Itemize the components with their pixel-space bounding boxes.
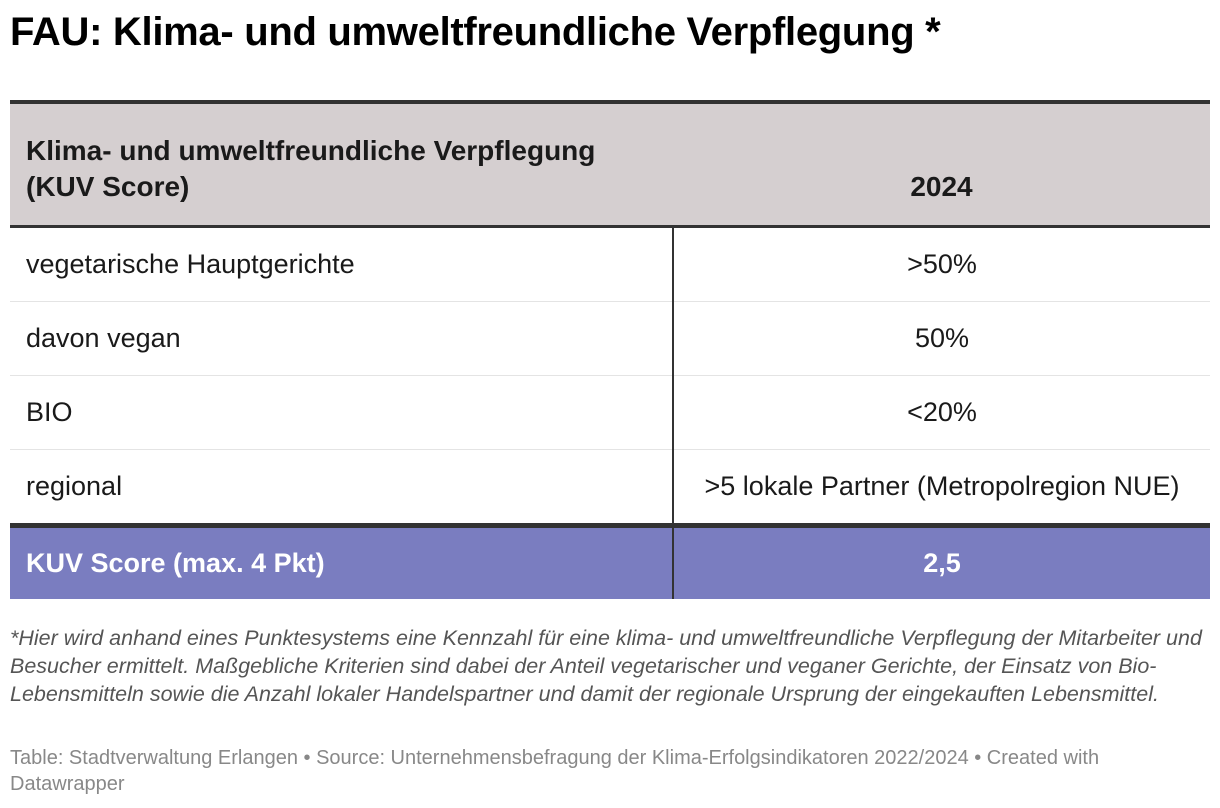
score-value: 2,5 — [672, 523, 1210, 599]
table-row: regional >5 lokale Partner (Metropolregi… — [10, 449, 1210, 526]
table-row: BIO <20% — [10, 375, 1210, 450]
row-value: <20% — [672, 375, 1210, 450]
table-body: vegetarische Hauptgerichte >50% davon ve… — [10, 226, 1210, 526]
kuv-table-container: Klima- und umweltfreundliche Verpflegung… — [10, 100, 1210, 599]
header-criteria-line1: Klima- und umweltfreundliche Verpflegung — [26, 135, 596, 166]
row-value: >50% — [672, 226, 1210, 302]
header-row: Klima- und umweltfreundliche Verpflegung… — [10, 100, 1210, 228]
table-row: vegetarische Hauptgerichte >50% — [10, 226, 1210, 302]
footnote: *Hier wird anhand eines Punktesystems ei… — [10, 626, 1202, 706]
score-label: KUV Score (max. 4 Pkt) — [10, 523, 673, 599]
header-criteria-line2: (KUV Score) — [26, 171, 190, 202]
page-title: FAU: Klima- und umweltfreundliche Verpfl… — [10, 10, 941, 54]
table-footer: KUV Score (max. 4 Pkt) 2,5 — [10, 523, 1210, 599]
row-value: 50% — [672, 301, 1210, 376]
row-label: davon vegan — [10, 301, 673, 376]
row-label: BIO — [10, 375, 673, 450]
header-criteria: Klima- und umweltfreundliche Verpflegung… — [10, 100, 673, 228]
table-row: davon vegan 50% — [10, 301, 1210, 376]
row-value: >5 lokale Partner (Metropolregion NUE) — [672, 449, 1210, 526]
row-label: vegetarische Hauptgerichte — [10, 226, 673, 302]
header-year: 2024 — [673, 100, 1210, 228]
score-row: KUV Score (max. 4 Pkt) 2,5 — [10, 523, 1210, 599]
source-credit: Table: Stadtverwaltung Erlangen • Source… — [10, 747, 1100, 795]
row-label: regional — [26, 471, 123, 501]
table-header: Klima- und umweltfreundliche Verpflegung… — [10, 100, 1210, 228]
kuv-table: Klima- und umweltfreundliche Verpflegung… — [10, 100, 1210, 599]
